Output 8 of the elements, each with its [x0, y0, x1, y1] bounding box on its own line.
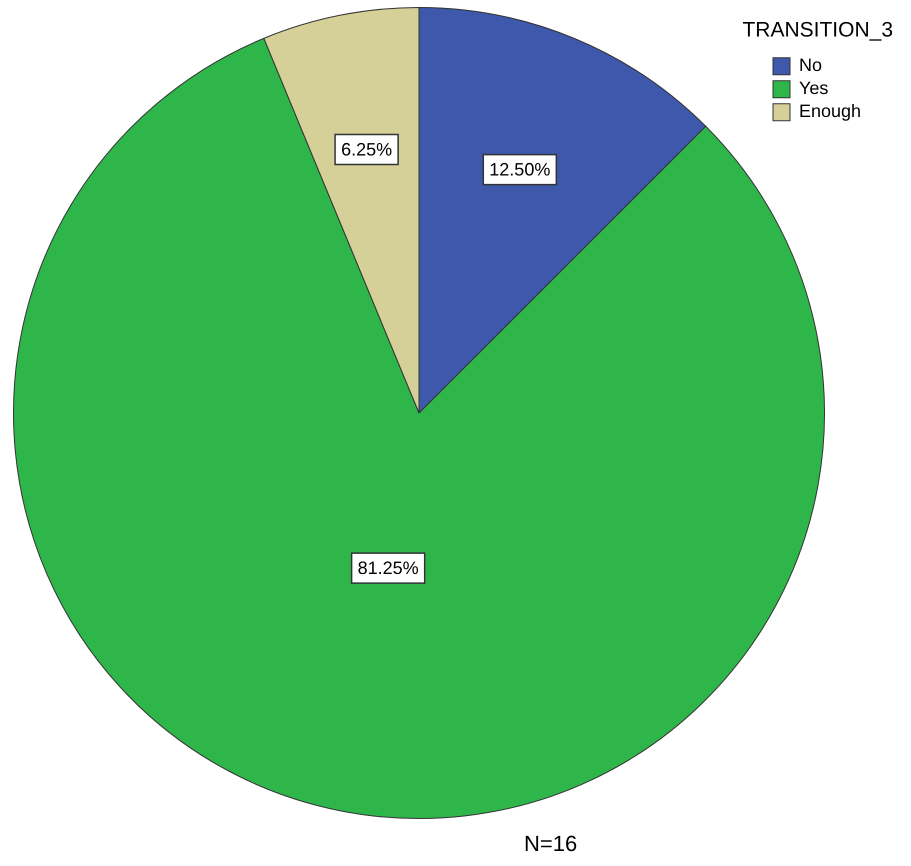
legend-label: Enough	[799, 101, 862, 122]
legend-label: No	[799, 55, 822, 76]
data-label: 6.25%	[341, 140, 392, 160]
data-label: 81.25%	[358, 558, 419, 578]
legend-title: TRANSITION_3	[742, 18, 893, 42]
data-label: 12.50%	[489, 160, 550, 180]
legend-label: Yes	[799, 78, 828, 98]
text: N=16	[524, 831, 578, 857]
